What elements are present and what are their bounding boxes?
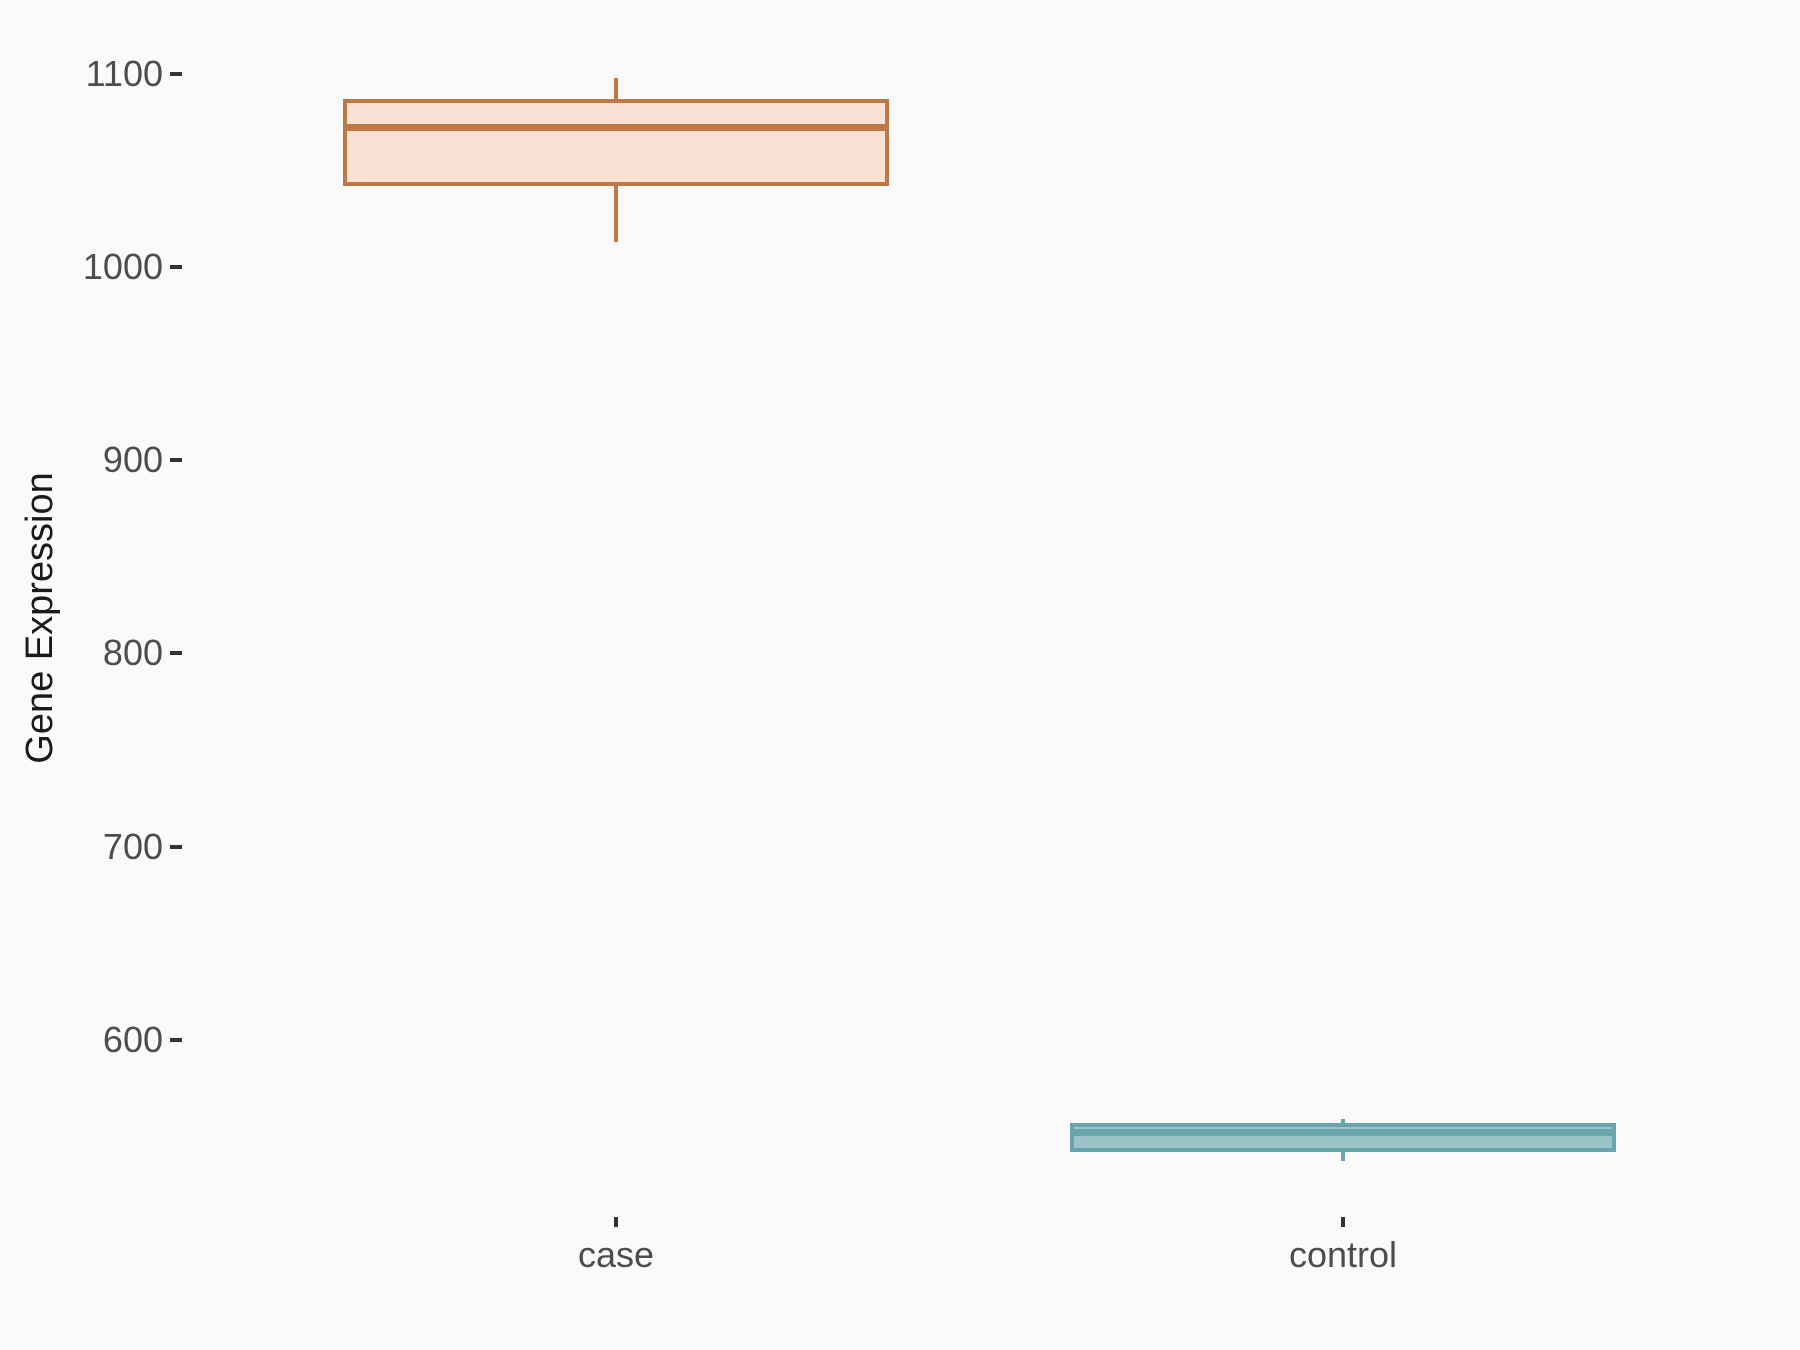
box-case xyxy=(343,98,889,186)
y-tick-label: 800 xyxy=(102,632,163,674)
y-tick-label: 900 xyxy=(102,439,163,481)
y-tick-mark xyxy=(170,71,182,76)
y-tick-mark xyxy=(170,844,182,849)
y-tick-mark xyxy=(170,264,182,269)
box-control xyxy=(1070,1122,1616,1152)
median-line-control xyxy=(1070,1128,1616,1136)
y-tick-label: 700 xyxy=(102,825,163,867)
x-tick-mark xyxy=(1341,1217,1345,1227)
x-category-label: case xyxy=(577,1234,655,1275)
y-tick-label: 1100 xyxy=(85,52,163,94)
x-tick-mark xyxy=(614,1217,618,1227)
y-tick-mark xyxy=(170,458,182,463)
y-tick-mark xyxy=(170,1037,182,1042)
median-line-case xyxy=(343,124,889,132)
y-tick-label: 600 xyxy=(102,1018,163,1060)
y-tick-mark xyxy=(170,651,182,656)
x-category-label: control xyxy=(1288,1234,1398,1275)
y-tick-label: 1000 xyxy=(82,245,163,287)
